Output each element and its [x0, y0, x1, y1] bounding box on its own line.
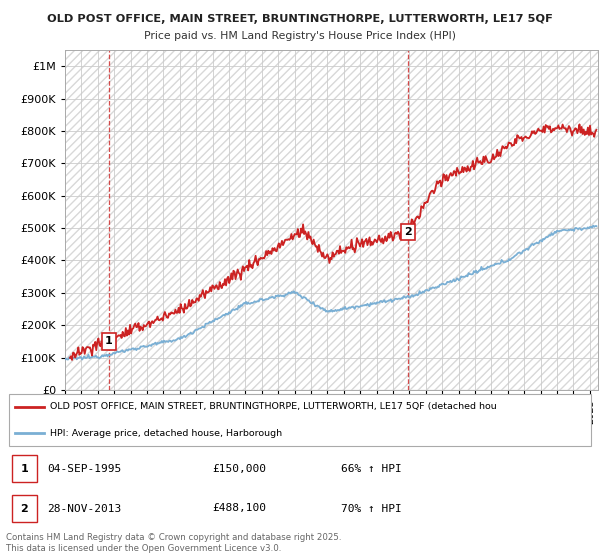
- Text: HPI: Average price, detached house, Harborough: HPI: Average price, detached house, Harb…: [50, 429, 282, 438]
- Text: 70% ↑ HPI: 70% ↑ HPI: [341, 503, 402, 514]
- Text: 2: 2: [404, 227, 412, 237]
- Text: 1: 1: [105, 337, 113, 347]
- Text: 1: 1: [20, 464, 28, 474]
- Text: Contains HM Land Registry data © Crown copyright and database right 2025.
This d: Contains HM Land Registry data © Crown c…: [6, 533, 341, 553]
- Text: 2: 2: [20, 503, 28, 514]
- Text: 66% ↑ HPI: 66% ↑ HPI: [341, 464, 402, 474]
- Text: 28-NOV-2013: 28-NOV-2013: [47, 503, 121, 514]
- Text: £150,000: £150,000: [212, 464, 266, 474]
- Text: OLD POST OFFICE, MAIN STREET, BRUNTINGTHORPE, LUTTERWORTH, LE17 5QF (detached ho: OLD POST OFFICE, MAIN STREET, BRUNTINGTH…: [50, 402, 497, 411]
- FancyBboxPatch shape: [12, 495, 37, 522]
- Text: Price paid vs. HM Land Registry's House Price Index (HPI): Price paid vs. HM Land Registry's House …: [144, 31, 456, 41]
- FancyBboxPatch shape: [12, 455, 37, 482]
- Text: £488,100: £488,100: [212, 503, 266, 514]
- Text: 04-SEP-1995: 04-SEP-1995: [47, 464, 121, 474]
- FancyBboxPatch shape: [9, 394, 591, 446]
- Text: OLD POST OFFICE, MAIN STREET, BRUNTINGTHORPE, LUTTERWORTH, LE17 5QF: OLD POST OFFICE, MAIN STREET, BRUNTINGTH…: [47, 14, 553, 24]
